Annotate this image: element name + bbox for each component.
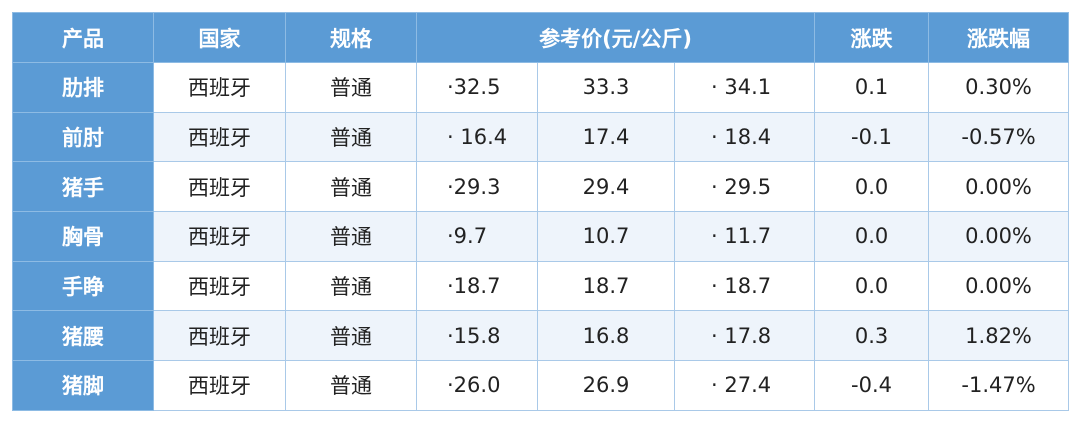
table-cell: ·29.3	[416, 161, 538, 213]
price-table: 产品 国家 规格 参考价(元/公斤) 涨跌 涨跌幅 肋排 西班牙 普通 ·32.5 33.3 · 3…	[12, 12, 1070, 411]
table-cell: 0.0	[814, 161, 930, 213]
table-row: 猪腰 西班牙 普通 ·15.8 16.8 · 17.8 0.3 1.82%	[12, 310, 1070, 362]
table-row: 前肘 西班牙 普通 · 16.4 17.4 · 18.4 -0.1 -0.57%	[12, 111, 1070, 163]
header-row: 产品 国家 规格 参考价(元/公斤) 涨跌 涨跌幅	[12, 12, 1070, 63]
table-cell: 0.00%	[928, 161, 1070, 213]
table-row: 肋排 西班牙 普通 ·32.5 33.3 · 34.1 0.1 0.30%	[12, 62, 1070, 113]
header-cell: 产品	[12, 12, 154, 63]
table-cell: · 16.4	[416, 111, 538, 163]
table-cell: 西班牙	[153, 62, 286, 113]
table-cell: 普通	[285, 111, 417, 163]
table-cell: 10.7	[537, 211, 675, 262]
table-cell: 普通	[285, 360, 417, 411]
table-cell: 西班牙	[153, 260, 286, 312]
table-cell: 33.3	[537, 62, 675, 113]
product-cell: 猪手	[12, 161, 154, 213]
table-cell: 0.0	[814, 211, 930, 262]
table-cell: 16.8	[537, 310, 675, 362]
table-cell: 西班牙	[153, 211, 286, 262]
product-cell: 手睁	[12, 260, 154, 312]
product-cell: 猪腰	[12, 310, 154, 362]
table-cell: · 34.1	[673, 62, 816, 113]
table-body: 肋排 西班牙 普通 ·32.5 33.3 · 34.1 0.1 0.30% 前肘 西班牙 普通 · 1…	[12, 62, 1070, 411]
table-cell: · 29.5	[673, 161, 816, 213]
table-row: 胸骨 西班牙 普通 ·9.7 10.7 · 11.7 0.0 0.00%	[12, 211, 1070, 262]
product-cell: 猪脚	[12, 360, 154, 411]
table-cell: 西班牙	[153, 161, 286, 213]
header-cell: 规格	[285, 12, 417, 63]
table-cell: ·26.0	[416, 360, 538, 411]
table-cell: 普通	[285, 62, 417, 113]
table-cell: 0.0	[814, 260, 930, 312]
header-cell: 参考价(元/公斤)	[415, 12, 816, 63]
product-cell: 肋排	[12, 62, 154, 113]
table-cell: 17.4	[537, 111, 675, 163]
table-cell: 普通	[285, 211, 417, 262]
table-cell: 0.30%	[928, 62, 1070, 113]
table-cell: 普通	[285, 161, 417, 213]
product-cell: 胸骨	[12, 211, 154, 262]
table-cell: ·15.8	[416, 310, 538, 362]
table-row: 手睁 西班牙 普通 ·18.7 18.7 · 18.7 0.0 0.00%	[12, 260, 1070, 312]
header-cell: 涨跌	[814, 12, 930, 63]
table-cell: -1.47%	[928, 360, 1070, 411]
table-cell: 29.4	[537, 161, 675, 213]
header-cell: 国家	[153, 12, 286, 63]
table-row: 猪手 西班牙 普通 ·29.3 29.4 · 29.5 0.0 0.00%	[12, 161, 1070, 213]
product-cell: 前肘	[12, 111, 154, 163]
table-cell: ·9.7	[416, 211, 538, 262]
table-cell: ·18.7	[416, 260, 538, 312]
table-cell: 西班牙	[153, 360, 286, 411]
table-cell: 0.00%	[928, 260, 1070, 312]
table-cell: · 18.7	[673, 260, 816, 312]
table-cell: 0.1	[814, 62, 930, 113]
table-cell: 普通	[285, 260, 417, 312]
table-cell: 西班牙	[153, 111, 286, 163]
table-cell: · 11.7	[673, 211, 816, 262]
table-cell: 1.82%	[928, 310, 1070, 362]
table-cell: 西班牙	[153, 310, 286, 362]
table-cell: · 17.8	[673, 310, 816, 362]
header-cell: 涨跌幅	[928, 12, 1070, 63]
table-cell: -0.1	[814, 111, 930, 163]
table-cell: 0.3	[814, 310, 930, 362]
table-cell: · 18.4	[673, 111, 816, 163]
table-cell: 普通	[285, 310, 417, 362]
table-cell: 0.00%	[928, 211, 1070, 262]
table-cell: 18.7	[537, 260, 675, 312]
table-cell: -0.4	[814, 360, 930, 411]
table-cell: · 27.4	[673, 360, 816, 411]
table-row: 猪脚 西班牙 普通 ·26.0 26.9 · 27.4 -0.4 -1.47%	[12, 360, 1070, 411]
table-cell: -0.57%	[928, 111, 1070, 163]
table-cell: 26.9	[537, 360, 675, 411]
table-cell: ·32.5	[416, 62, 538, 113]
